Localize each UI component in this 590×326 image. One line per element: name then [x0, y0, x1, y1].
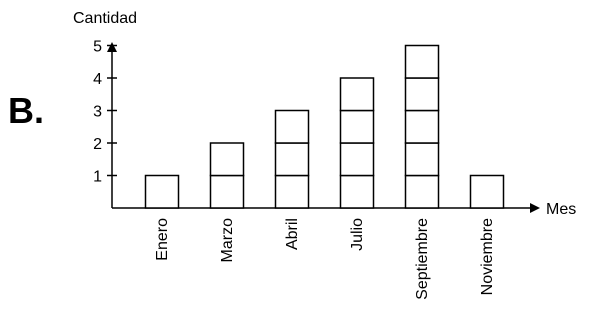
y-tick-label: 3 [93, 104, 102, 121]
bar-abril [274, 109, 310, 209]
bar-unit-square [274, 109, 310, 144]
bar-unit-square [274, 142, 310, 177]
y-tick-label: 2 [93, 136, 102, 153]
bar-unit-square [404, 174, 440, 209]
y-tick-label: 1 [93, 169, 102, 186]
y-tick-label: 5 [93, 39, 102, 56]
bar-unit-square [339, 77, 375, 112]
bar-unit-square [209, 174, 245, 209]
bar-unit-square [404, 77, 440, 112]
bar-unit-square [404, 142, 440, 177]
bar-unit-square [339, 142, 375, 177]
bar-unit-square [144, 174, 180, 209]
option-label: B. [8, 90, 44, 131]
bar-septiembre [404, 44, 440, 209]
category-label-enero: Enero [154, 218, 171, 261]
bar-noviembre [469, 174, 505, 209]
category-label-julio: Julio [349, 218, 366, 251]
category-label-marzo: Marzo [219, 218, 236, 263]
category-label-septiembre: Septiembre [414, 218, 431, 300]
y-axis-title: Cantidad [73, 10, 137, 27]
bar-unit-square [404, 109, 440, 144]
bar-unit-square [339, 109, 375, 144]
category-label-abril: Abril [284, 218, 301, 250]
bar-unit-square [404, 44, 440, 79]
bar-marzo [209, 142, 245, 209]
y-tick-label: 4 [93, 71, 102, 88]
bar-unit-square [339, 174, 375, 209]
bar-unit-square [274, 174, 310, 209]
bar-unit-square [469, 174, 505, 209]
x-axis-title: Mes [546, 201, 576, 218]
bar-julio [339, 77, 375, 209]
category-label-noviembre: Noviembre [479, 218, 496, 295]
bar-enero [144, 174, 180, 209]
bar-unit-square [209, 142, 245, 177]
